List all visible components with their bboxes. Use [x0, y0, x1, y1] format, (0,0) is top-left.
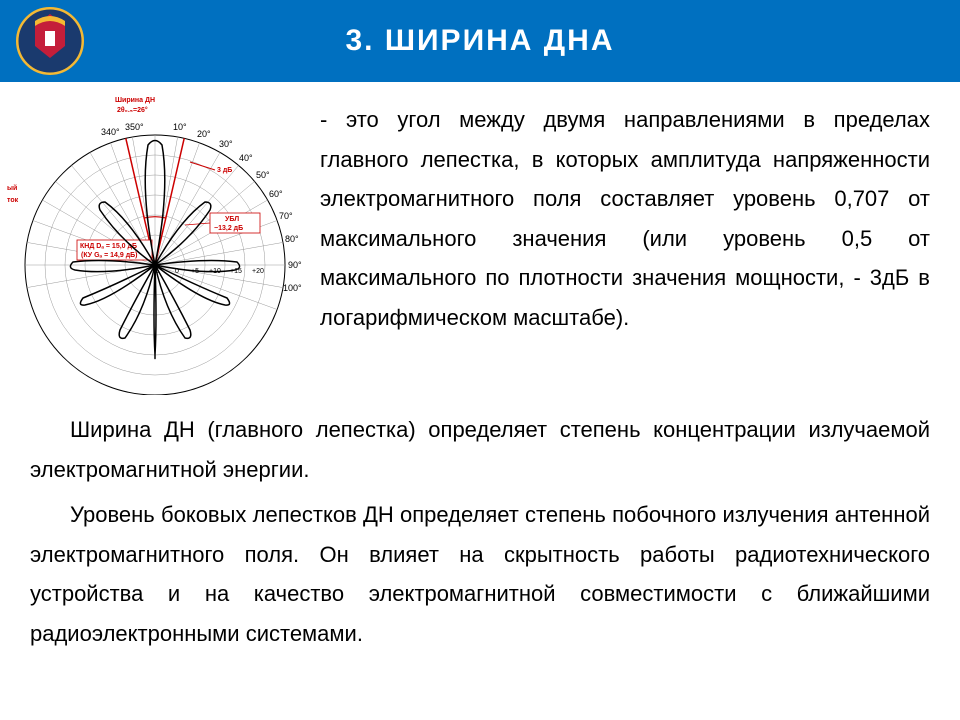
svg-text:30°: 30°	[219, 139, 233, 149]
content-row: Ширина ДН 2θ₀.₅=26°	[0, 82, 960, 395]
svg-text:+20: +20	[252, 268, 264, 275]
svg-text:10°: 10°	[173, 122, 187, 132]
institution-logo	[15, 6, 85, 76]
body-para-1: Ширина ДН (главного лепестка) определяет…	[30, 410, 930, 489]
svg-text:20°: 20°	[197, 129, 211, 139]
svg-text:40°: 40°	[239, 153, 253, 163]
slide-title: 3. ШИРИНА ДНА	[345, 24, 614, 58]
diagram-subtitle: 2θ₀.₅=26°	[117, 106, 148, 114]
svg-text:90°: 90°	[288, 260, 302, 270]
diagram-column: Ширина ДН 2θ₀.₅=26°	[0, 90, 310, 395]
side-label-left: ый ток	[7, 184, 19, 204]
radiation-pattern-diagram: Ширина ДН 2θ₀.₅=26°	[5, 90, 305, 395]
svg-text:350°: 350°	[125, 122, 144, 132]
svg-text:3 дБ: 3 дБ	[217, 167, 232, 174]
diagram-title: Ширина ДН	[115, 97, 155, 104]
definition-text: - это угол между двумя направлениями в п…	[320, 100, 930, 338]
body-section: Ширина ДН (главного лепестка) определяет…	[0, 395, 960, 654]
svg-text:ый: ый	[7, 184, 17, 192]
body-para-2: Уровень боковых лепестков ДН определяет …	[30, 495, 930, 653]
svg-text:ток: ток	[7, 197, 19, 204]
svg-text:60°: 60°	[269, 189, 283, 199]
svg-text:(КУ Gₐ = 14,9 дБ): (КУ Gₐ = 14,9 дБ)	[81, 252, 138, 259]
svg-text:100°: 100°	[283, 283, 302, 293]
svg-text:340°: 340°	[101, 127, 120, 137]
svg-text:50°: 50°	[256, 170, 270, 180]
svg-text:УБЛ: УБЛ	[225, 216, 239, 223]
svg-text:−13,2 дБ: −13,2 дБ	[214, 225, 243, 232]
label-knd: КНД Dₐ = 15,0 дБ (КУ Gₐ = 14,9 дБ)	[77, 240, 152, 260]
slide-header: 3. ШИРИНА ДНА	[0, 0, 960, 82]
svg-text:80°: 80°	[285, 234, 299, 244]
svg-text:70°: 70°	[279, 211, 293, 221]
definition-column: - это угол между двумя направлениями в п…	[310, 90, 960, 395]
